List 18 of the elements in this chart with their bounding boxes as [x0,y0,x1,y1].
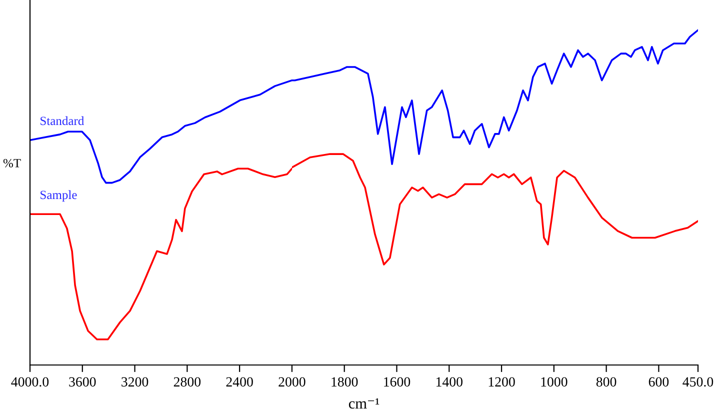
x-tick-label: 1400 [436,377,462,387]
x-tick-label: 4000.0 [11,377,49,387]
x-tick-label: 450.0 [682,377,714,387]
x-tick-label: 3200 [122,377,148,387]
series-label: Sample [40,190,77,202]
x-axis-title: cm⁻¹ [348,398,380,409]
x-tick-label: 1000 [541,377,568,387]
x-tick-label: 600 [648,377,669,387]
x-tick-label: 1200 [488,377,515,387]
x-tick-label: 2000 [278,377,306,387]
x-tick-label: 3600 [69,377,96,387]
x-tick-label: 800 [596,377,616,387]
series-label: Standard [40,116,84,126]
x-tick-label: 2800 [174,377,201,387]
x-tick-label: 1800 [332,377,358,387]
x-tick-label: 1600 [384,377,410,387]
y-axis-title: %T [3,158,21,168]
x-tick-label: 2400 [226,377,253,387]
